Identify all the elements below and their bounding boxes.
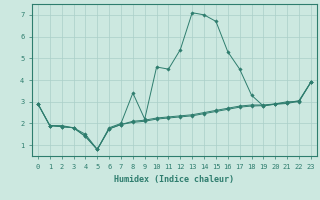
X-axis label: Humidex (Indice chaleur): Humidex (Indice chaleur) [115,175,234,184]
